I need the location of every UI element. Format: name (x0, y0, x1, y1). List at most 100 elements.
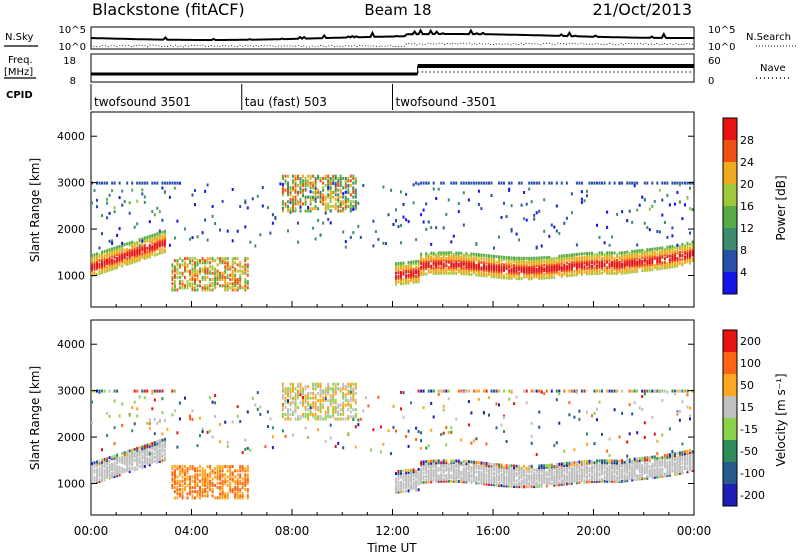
heatmap-cell (593, 259, 596, 262)
heatmap-cell (555, 181, 558, 185)
heatmap-cell (108, 469, 111, 473)
heatmap-cell (651, 416, 654, 419)
heatmap-cell (425, 267, 428, 271)
heatmap-cell (181, 494, 184, 498)
heatmap-cell (611, 260, 614, 264)
heatmap-cell (498, 268, 500, 272)
heatmap-cell (450, 461, 453, 465)
heatmap-cell (520, 203, 523, 207)
heatmap-cell (477, 268, 480, 272)
heatmap-cell (530, 266, 533, 270)
heatmap-cell (510, 256, 513, 260)
heatmap-cell (216, 496, 219, 500)
heatmap-cell (344, 393, 347, 397)
heatmap-cell (618, 270, 621, 274)
heatmap-cell (412, 277, 415, 281)
heatmap-cell (209, 471, 212, 475)
heatmap-cell (658, 390, 661, 394)
heatmap-cell (98, 272, 101, 275)
heatmap-cell (656, 456, 659, 460)
heatmap-cell (470, 252, 473, 256)
heatmap-cell (510, 263, 513, 267)
heatmap-cell (327, 405, 330, 409)
heatmap-cell (538, 389, 541, 393)
heatmap-cell (596, 472, 598, 476)
heatmap-cell (520, 481, 523, 485)
heatmap-cell (236, 286, 239, 290)
heatmap-cell (324, 195, 327, 199)
heatmap-cell (131, 261, 134, 265)
heatmap-cell (596, 476, 598, 480)
heatmap-cell (613, 257, 616, 261)
heatmap-cell (113, 263, 116, 267)
heatmap-cell (513, 273, 516, 277)
heatmap-cell (236, 488, 239, 492)
heatmap-cell (651, 268, 654, 272)
heatmap-cell (603, 256, 606, 260)
heatmap-cell (616, 270, 619, 274)
heatmap-cell (181, 496, 184, 500)
heatmap-cell (342, 385, 345, 388)
heatmap-cell (209, 473, 212, 477)
heatmap-cell (550, 263, 553, 266)
heatmap-cell (191, 263, 194, 267)
heatmap-cell (691, 246, 694, 250)
heatmap-cell (131, 450, 134, 454)
heatmap-cell (234, 275, 237, 279)
heatmap-cell (518, 275, 521, 279)
heatmap-cell (442, 474, 445, 478)
heatmap-cell (681, 181, 684, 185)
heatmap-cell (231, 259, 234, 263)
heatmap-cell (420, 258, 423, 262)
heatmap-cell (136, 452, 139, 456)
heatmap-cell (575, 267, 578, 271)
heatmap-cell (472, 473, 475, 477)
heatmap-cell (586, 257, 588, 261)
heatmap-cell (462, 261, 465, 265)
heatmap-cell (334, 398, 337, 402)
heatmap-cell (523, 266, 526, 270)
heatmap-cell (553, 262, 556, 266)
heatmap-cell (671, 261, 674, 265)
heatmap-cell (317, 385, 320, 388)
heatmap-cell (133, 455, 136, 459)
heatmap-cell (209, 288, 212, 292)
heatmap-cell (189, 490, 191, 494)
heatmap-cell (143, 396, 146, 400)
heatmap-cell (229, 265, 232, 269)
heatmap-cell (661, 463, 664, 467)
heatmap-cell (121, 452, 124, 455)
heatmap-cell (648, 472, 651, 476)
heatmap-cell (415, 470, 418, 473)
heatmap-cell (412, 267, 415, 271)
heatmap-cell (163, 449, 166, 452)
heatmap-cell (123, 451, 126, 455)
heatmap-cell (236, 483, 239, 487)
heatmap-cell (312, 405, 315, 409)
heatmap-cell (663, 262, 666, 266)
heatmap-cell (199, 259, 201, 263)
heatmap-cell (482, 181, 485, 185)
heatmap-cell (196, 235, 199, 239)
heatmap-cell (271, 435, 274, 439)
heatmap-cell (540, 263, 543, 267)
heatmap-cell (317, 207, 320, 211)
heatmap-cell (626, 219, 629, 223)
heatmap-cell (422, 272, 425, 276)
heatmap-cell (425, 227, 428, 231)
heatmap-cell (133, 254, 136, 258)
heatmap-cell (480, 266, 483, 270)
heatmap-cell (528, 481, 531, 485)
heatmap-cell (194, 467, 196, 471)
heatmap-cell (482, 471, 485, 475)
heatmap-cell (538, 477, 541, 481)
heatmap-cell (570, 470, 573, 474)
heatmap-cell (116, 247, 119, 251)
heatmap-cell (184, 284, 186, 288)
heatmap-cell (673, 469, 676, 473)
heatmap-cell (555, 229, 558, 233)
heatmap-cell (636, 262, 639, 266)
heatmap-cell (673, 264, 676, 268)
heatmap-cell (648, 228, 651, 232)
velocity-plot-area (90, 319, 695, 516)
